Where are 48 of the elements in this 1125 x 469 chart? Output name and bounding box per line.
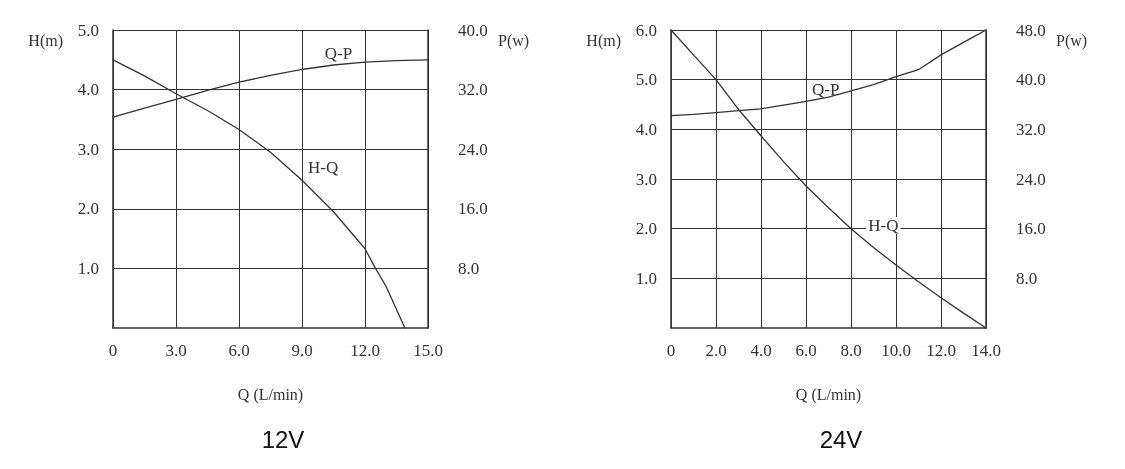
x-tick-label: 6.0 — [795, 341, 817, 360]
y-tick-label: 4.0 — [77, 80, 99, 100]
x-tick-label: 15.0 — [413, 341, 443, 360]
y-tick-label: 5.0 — [77, 20, 99, 40]
x-tick-label: 4.0 — [750, 341, 772, 360]
x-tick-label: 14.0 — [971, 341, 1001, 360]
x-axis-title: Q (L/min) — [237, 385, 304, 404]
y-tick-label: 2.0 — [77, 199, 99, 219]
x-tick-label: 9.0 — [291, 341, 313, 360]
text: 12V — [261, 425, 305, 453]
y-axis-title: H(m) — [28, 31, 63, 50]
x-tick-label: 3.0 — [165, 341, 187, 360]
y-tick-label: 3.0 — [635, 169, 657, 189]
y-tick-label: 5.0 — [635, 70, 657, 90]
y2-tick-label: 24.0 — [1016, 169, 1046, 189]
x-axis-title: Q (L/min) — [795, 385, 862, 404]
annotation: Q-P — [812, 79, 840, 99]
y2-tick-label: 16.0 — [1016, 219, 1046, 239]
x-tick-label: 12.0 — [350, 341, 380, 360]
x-tick-label: 2.0 — [705, 341, 727, 360]
x-tick-label: 10.0 — [881, 341, 911, 360]
y2-tick-label: 8.0 — [1016, 268, 1038, 288]
y2-tick-label: 40.0 — [1016, 70, 1046, 90]
x-tick-label: 12.0 — [926, 341, 956, 360]
text: 24V — [819, 425, 863, 453]
y2-tick-label: 16.0 — [458, 199, 488, 219]
y2-tick-label: 32.0 — [458, 80, 488, 100]
y-axis-title: H(m) — [586, 31, 621, 50]
annotation: H-Q — [308, 158, 339, 178]
x-tick-label: 0 — [666, 341, 676, 360]
x-tick-label: 6.0 — [228, 341, 250, 360]
y2-tick-label: 40.0 — [458, 20, 488, 40]
y2-tick-label: 8.0 — [458, 258, 480, 278]
y-tick-label: 3.0 — [77, 139, 99, 159]
y-tick-label: 6.0 — [635, 20, 657, 40]
y2-axis-title: P(w) — [498, 31, 530, 50]
y2-tick-label: 48.0 — [1016, 20, 1046, 40]
x-tick-label: 0 — [108, 341, 118, 360]
y-tick-label: 1.0 — [77, 258, 99, 278]
y-tick-label: 4.0 — [635, 119, 657, 139]
y2-tick-label: 24.0 — [458, 139, 488, 159]
x-tick-label: 8.0 — [840, 341, 862, 360]
annotation: H-Q — [868, 216, 899, 236]
y2-tick-label: 32.0 — [1016, 119, 1046, 139]
y-tick-label: 1.0 — [635, 268, 657, 288]
annotation: Q-P — [324, 44, 353, 64]
y-tick-label: 2.0 — [635, 219, 657, 239]
y2-axis-title: P(w) — [1056, 31, 1088, 50]
